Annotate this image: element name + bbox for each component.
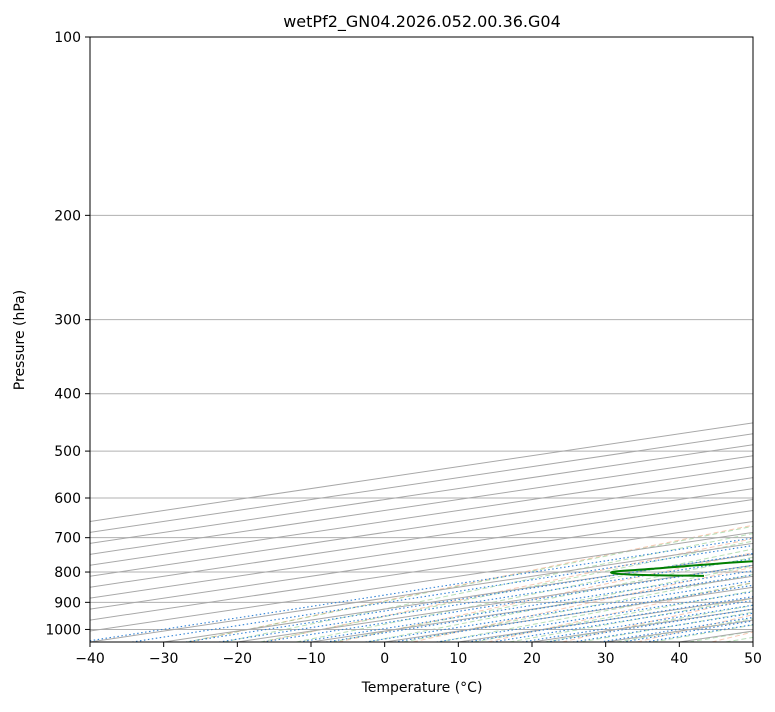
x-tick-label: 0 [380,651,389,667]
x-tick-label: 10 [449,651,467,667]
y-tick-label: 500 [54,444,81,460]
x-tick-label: 50 [744,651,762,667]
x-tick-label: −10 [296,651,326,667]
y-tick-label: 200 [54,208,81,224]
y-tick-label: 400 [54,387,81,403]
x-tick-label: 30 [597,651,615,667]
x-axis-label: Temperature (°C) [361,680,483,696]
y-axis-label: Pressure (hPa) [12,290,28,390]
x-tick-label: −30 [149,651,179,667]
x-tick-label: 40 [670,651,688,667]
chart-title: wetPf2_GN04.2026.052.00.36.G04 [283,12,561,32]
y-tick-label: 300 [54,313,81,329]
y-tick-label: 600 [54,491,81,507]
plot-area [90,37,753,642]
y-tick-label: 800 [54,565,81,581]
y-tick-label: 1000 [45,622,81,638]
x-tick-label: −20 [223,651,253,667]
x-tick-label: −40 [75,651,105,667]
y-tick-label: 100 [54,30,81,46]
y-tick-label: 900 [54,595,81,611]
y-tick-label: 700 [54,531,81,547]
x-tick-label: 20 [523,651,541,667]
